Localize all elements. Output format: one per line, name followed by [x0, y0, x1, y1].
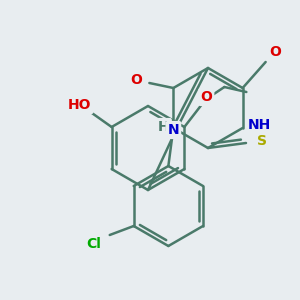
Text: Cl: Cl [86, 237, 101, 251]
Text: NH: NH [248, 118, 271, 132]
Text: O: O [270, 45, 282, 59]
Text: HO: HO [68, 98, 92, 112]
Text: O: O [200, 90, 212, 104]
Text: N: N [167, 123, 179, 137]
Text: O: O [130, 73, 142, 87]
Text: S: S [257, 134, 267, 148]
Text: H: H [158, 120, 170, 134]
